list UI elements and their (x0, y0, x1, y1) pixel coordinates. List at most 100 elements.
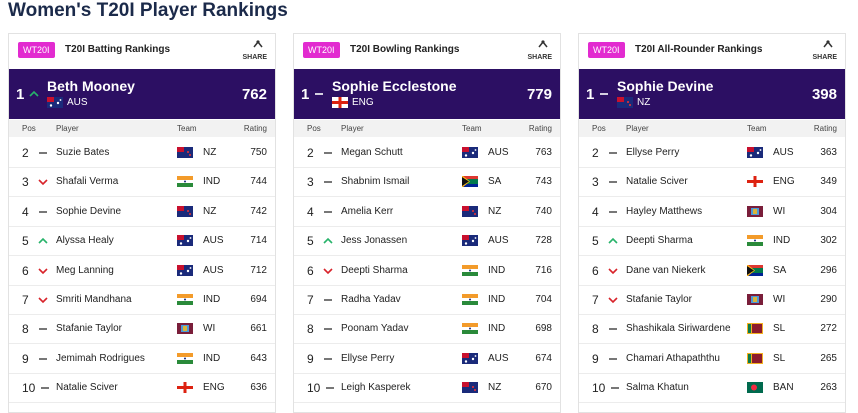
flag (177, 352, 193, 364)
page-title: Women's T20I Player Rankings (8, 0, 288, 21)
rating: 743 (535, 176, 552, 188)
movement-icon (611, 387, 619, 389)
page: {"header": {"title": "Women's T20I Playe… (8, 0, 846, 413)
ranking-row: 5 Jess Jonassen AUS 728 (294, 226, 560, 257)
team: SL (773, 352, 786, 364)
flag (177, 205, 193, 217)
rank: 6 (307, 263, 314, 278)
flag (177, 323, 193, 335)
ranking-row: 4 Sophie Devine NZ 742 (9, 197, 275, 227)
team: IND (773, 235, 791, 247)
rating: 750 (250, 147, 267, 158)
flag (747, 294, 763, 305)
team: AUS (488, 147, 509, 158)
team: SA (773, 264, 787, 276)
rank: 5 (592, 234, 599, 249)
movement-icon (323, 238, 333, 244)
share-button[interactable]: SHARE (242, 54, 267, 61)
movement-icon (600, 93, 608, 95)
column-headers: Pos Player Team Rating (294, 120, 560, 137)
rank: 3 (307, 175, 314, 190)
team: SL (773, 323, 786, 335)
team: ENG (773, 176, 795, 188)
team: WI (773, 205, 786, 217)
ranking-row: 10 Leigh Kasperek NZ 670 (294, 373, 560, 404)
movement-icon (324, 328, 332, 331)
rank: 6 (592, 263, 599, 278)
ranking-row: 9 Chamari Athapaththu SL 265 (579, 344, 845, 374)
ranking-panel: WT20I T20I Bowling Rankings SHARE 1 Sophie E… (293, 33, 561, 413)
flag (177, 176, 193, 188)
panel-title: T20I Bowling Rankings (350, 44, 460, 55)
movement-icon (609, 210, 617, 213)
player-name: Salma Khatun (626, 382, 689, 394)
ranking-row: 7 Smriti Mandhana IND 694 (9, 285, 275, 315)
rating: 763 (535, 147, 552, 158)
flag (747, 382, 763, 394)
panel-header: WT20I T20I Bowling Rankings SHARE (294, 34, 560, 68)
rank: 3 (592, 175, 599, 190)
team: NZ (488, 205, 502, 217)
player-name: Shashikala Siriwardene (626, 323, 731, 335)
player-name: Shafali Verma (56, 176, 119, 188)
player-name: Shabnim Ismail (341, 176, 410, 188)
rank: 5 (22, 234, 29, 249)
column-header: Rating (528, 124, 552, 133)
movement-icon (38, 179, 48, 186)
share-button[interactable]: SHARE (527, 54, 552, 61)
ranking-row: 3 Shafali Verma IND 744 (9, 167, 275, 198)
flag (462, 235, 478, 247)
movement-icon (324, 299, 332, 301)
player-name: Ellyse Perry (626, 147, 680, 158)
movement-icon (609, 328, 617, 331)
panel-header: WT20I T20I All-Rounder Rankings SHARE (579, 34, 845, 68)
leader-team: ENG (352, 97, 374, 108)
share-button[interactable]: SHARE (812, 54, 837, 61)
flag (462, 352, 478, 364)
column-header: Player (626, 124, 649, 133)
rank: 7 (307, 293, 314, 307)
column-header: Player (56, 124, 79, 133)
rating: 636 (250, 382, 267, 394)
rank: 2 (592, 146, 599, 160)
team: NZ (203, 147, 217, 158)
rating: 694 (250, 294, 267, 305)
flag (177, 235, 193, 247)
rank: 8 (22, 322, 29, 337)
column-header: Rating (813, 124, 837, 133)
column-headers: Pos Player Team Rating (9, 120, 275, 137)
badge: WT20I (588, 42, 625, 58)
ranking-row: 6 Dane van Niekerk SA 296 (579, 256, 845, 286)
ranking-row: 3 Natalie Sciver ENG 349 (579, 167, 845, 198)
rank: 9 (592, 351, 599, 366)
player-name: Megan Schutt (341, 147, 403, 158)
ranking-row: 8 Shashikala Siriwardene SL 272 (579, 314, 845, 345)
flag (177, 264, 193, 276)
rating: 296 (820, 264, 837, 276)
badge: WT20I (303, 42, 340, 58)
column-header: Pos (307, 124, 321, 133)
ranking-row: 10 Salma Khatun BAN 263 (579, 373, 845, 404)
flag (462, 323, 478, 335)
rank: 8 (592, 322, 599, 337)
player-name: Natalie Sciver (56, 382, 118, 394)
player-name: Alyssa Healy (56, 235, 114, 247)
column-header: Pos (592, 124, 606, 133)
team: NZ (203, 205, 217, 217)
team: IND (203, 176, 221, 188)
rating: 674 (535, 352, 552, 364)
flag (462, 176, 478, 188)
rating: 744 (250, 176, 267, 188)
ranking-row: 7 Radha Yadav IND 704 (294, 285, 560, 315)
leader-rating: 762 (241, 86, 267, 103)
player-name: Poonam Yadav (341, 323, 409, 335)
movement-icon (38, 268, 48, 274)
ranking-row: 5 Deepti Sharma IND 302 (579, 226, 845, 257)
movement-icon (324, 181, 332, 184)
player-name: Dane van Niekerk (626, 264, 706, 276)
column-headers: Pos Player Team Rating (579, 120, 845, 137)
team: IND (488, 323, 506, 335)
ranking-panel: WT20I T20I All-Rounder Rankings SHARE 1 Soph… (578, 33, 846, 413)
player-name: Suzie Bates (56, 147, 110, 158)
ranking-row: 8 Poonam Yadav IND 698 (294, 314, 560, 345)
